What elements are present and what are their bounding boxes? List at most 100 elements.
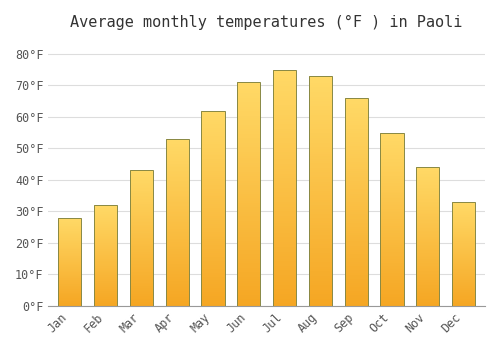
Bar bbox=[130, 304, 153, 306]
Bar bbox=[166, 224, 189, 226]
Bar bbox=[202, 269, 224, 271]
Bar bbox=[452, 287, 475, 288]
Bar bbox=[237, 131, 260, 134]
Bar bbox=[380, 171, 404, 173]
Bar bbox=[308, 76, 332, 78]
Bar bbox=[202, 183, 224, 185]
Bar bbox=[273, 150, 296, 152]
Bar bbox=[237, 190, 260, 192]
Bar bbox=[452, 211, 475, 212]
Bar bbox=[166, 187, 189, 189]
Bar bbox=[130, 195, 153, 196]
Bar bbox=[273, 225, 296, 228]
Bar bbox=[94, 253, 118, 254]
Bar bbox=[416, 184, 440, 185]
Bar bbox=[273, 209, 296, 211]
Bar bbox=[237, 113, 260, 116]
Bar bbox=[273, 282, 296, 285]
Bar bbox=[452, 302, 475, 303]
Bar bbox=[416, 216, 440, 217]
Bar bbox=[58, 258, 82, 259]
Bar bbox=[452, 240, 475, 241]
Bar bbox=[202, 191, 224, 192]
Bar bbox=[344, 125, 368, 127]
Bar bbox=[94, 301, 118, 302]
Bar bbox=[308, 193, 332, 195]
Bar bbox=[202, 159, 224, 161]
Bar bbox=[416, 288, 440, 289]
Bar bbox=[94, 267, 118, 268]
Bar bbox=[202, 241, 224, 243]
Bar bbox=[273, 124, 296, 126]
Bar bbox=[94, 293, 118, 294]
Bar bbox=[202, 261, 224, 263]
Bar bbox=[130, 234, 153, 236]
Bar bbox=[130, 236, 153, 237]
Bar bbox=[237, 152, 260, 154]
Bar bbox=[237, 259, 260, 261]
Bar bbox=[202, 146, 224, 148]
Bar bbox=[452, 246, 475, 247]
Bar bbox=[380, 178, 404, 180]
Bar bbox=[237, 181, 260, 183]
Bar bbox=[452, 281, 475, 282]
Bar bbox=[94, 302, 118, 303]
Bar bbox=[308, 283, 332, 285]
Bar bbox=[380, 219, 404, 221]
Bar bbox=[237, 136, 260, 138]
Bar bbox=[166, 150, 189, 152]
Bar bbox=[166, 207, 189, 209]
Bar bbox=[273, 216, 296, 218]
Bar bbox=[58, 264, 82, 265]
Bar bbox=[237, 158, 260, 161]
Bar bbox=[94, 260, 118, 261]
Bar bbox=[273, 263, 296, 266]
Bar bbox=[130, 298, 153, 299]
Bar bbox=[452, 234, 475, 235]
Bar bbox=[344, 179, 368, 181]
Bar bbox=[130, 246, 153, 247]
Bar bbox=[58, 267, 82, 268]
Bar bbox=[237, 239, 260, 241]
Bar bbox=[416, 259, 440, 260]
Bar bbox=[416, 174, 440, 176]
Bar bbox=[344, 250, 368, 252]
Bar bbox=[416, 271, 440, 273]
Bar bbox=[308, 239, 332, 241]
Bar bbox=[58, 232, 82, 233]
Bar bbox=[344, 264, 368, 266]
Bar bbox=[344, 235, 368, 237]
Bar bbox=[130, 216, 153, 218]
Bar bbox=[308, 88, 332, 90]
Bar bbox=[94, 252, 118, 253]
Bar bbox=[58, 273, 82, 274]
Bar bbox=[58, 279, 82, 280]
Bar bbox=[130, 267, 153, 268]
Bar bbox=[237, 194, 260, 196]
Bar bbox=[130, 212, 153, 214]
Bar bbox=[273, 193, 296, 195]
Bar bbox=[416, 167, 440, 306]
Bar bbox=[452, 280, 475, 281]
Bar bbox=[202, 202, 224, 204]
Bar bbox=[166, 271, 189, 272]
Bar bbox=[94, 282, 118, 283]
Bar bbox=[380, 287, 404, 288]
Bar bbox=[308, 216, 332, 218]
Bar bbox=[416, 261, 440, 263]
Bar bbox=[416, 170, 440, 172]
Bar bbox=[166, 282, 189, 284]
Bar bbox=[58, 222, 82, 223]
Bar bbox=[130, 269, 153, 271]
Bar bbox=[273, 126, 296, 129]
Bar bbox=[202, 271, 224, 273]
Bar bbox=[166, 144, 189, 146]
Bar bbox=[237, 225, 260, 228]
Bar bbox=[58, 269, 82, 270]
Bar bbox=[308, 191, 332, 193]
Bar bbox=[416, 300, 440, 302]
Bar bbox=[380, 223, 404, 224]
Bar bbox=[416, 232, 440, 234]
Bar bbox=[344, 173, 368, 175]
Bar bbox=[416, 185, 440, 187]
